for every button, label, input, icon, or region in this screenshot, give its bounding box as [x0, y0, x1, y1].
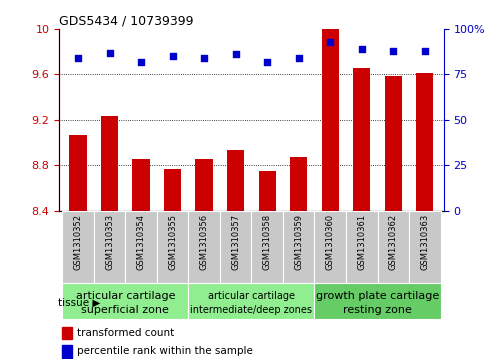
Point	[358, 46, 366, 52]
Text: growth plate cartilage: growth plate cartilage	[316, 291, 439, 301]
Bar	[62, 327, 72, 339]
Text: GSM1310355: GSM1310355	[168, 214, 177, 270]
Bar	[385, 76, 402, 211]
Point	[74, 55, 82, 61]
Text: GSM1310356: GSM1310356	[200, 214, 209, 270]
Point	[106, 50, 113, 56]
Bar	[416, 73, 433, 211]
Point	[389, 48, 397, 54]
Bar	[251, 211, 283, 283]
Bar	[196, 159, 213, 211]
Bar	[315, 283, 441, 319]
Bar	[188, 211, 220, 283]
Text: GSM1310360: GSM1310360	[326, 214, 335, 270]
Text: articular cartilage: articular cartilage	[75, 291, 175, 301]
Text: GSM1310358: GSM1310358	[263, 214, 272, 270]
Text: transformed count: transformed count	[76, 328, 174, 338]
Text: resting zone: resting zone	[343, 305, 412, 315]
Text: GSM1310353: GSM1310353	[105, 214, 114, 270]
Text: GSM1310352: GSM1310352	[73, 214, 82, 270]
Bar	[164, 168, 181, 211]
Text: GSM1310359: GSM1310359	[294, 214, 303, 270]
Bar	[321, 29, 339, 211]
Point	[232, 52, 240, 57]
Text: GSM1310361: GSM1310361	[357, 214, 366, 270]
Text: superficial zone: superficial zone	[81, 305, 169, 315]
Bar	[62, 283, 188, 319]
Point	[137, 59, 145, 65]
Point	[421, 48, 429, 54]
Bar	[157, 211, 188, 283]
Text: GSM1310357: GSM1310357	[231, 214, 240, 270]
Bar	[70, 135, 87, 211]
Bar	[283, 211, 315, 283]
Bar	[94, 211, 125, 283]
Text: percentile rank within the sample: percentile rank within the sample	[76, 346, 252, 356]
Bar	[258, 171, 276, 211]
Text: GSM1310362: GSM1310362	[389, 214, 398, 270]
Bar	[125, 211, 157, 283]
Text: tissue ▶: tissue ▶	[58, 298, 101, 308]
Point	[169, 53, 176, 59]
Bar	[346, 211, 378, 283]
Text: GSM1310363: GSM1310363	[421, 214, 429, 270]
Point	[326, 39, 334, 45]
Bar	[62, 211, 94, 283]
Bar	[378, 211, 409, 283]
Bar	[62, 345, 72, 358]
Point	[295, 55, 303, 61]
Bar	[315, 211, 346, 283]
Bar	[101, 117, 118, 211]
Text: GSM1310354: GSM1310354	[137, 214, 145, 270]
Point	[200, 55, 208, 61]
Text: articular cartilage: articular cartilage	[208, 291, 295, 301]
Text: GDS5434 / 10739399: GDS5434 / 10739399	[59, 15, 194, 28]
Text: intermediate/deep zones: intermediate/deep zones	[190, 305, 313, 315]
Bar	[227, 150, 245, 211]
Point	[263, 59, 271, 65]
Bar	[220, 211, 251, 283]
Bar	[290, 157, 307, 211]
Bar	[133, 159, 150, 211]
Bar	[409, 211, 441, 283]
Bar	[188, 283, 315, 319]
Bar	[353, 68, 370, 211]
